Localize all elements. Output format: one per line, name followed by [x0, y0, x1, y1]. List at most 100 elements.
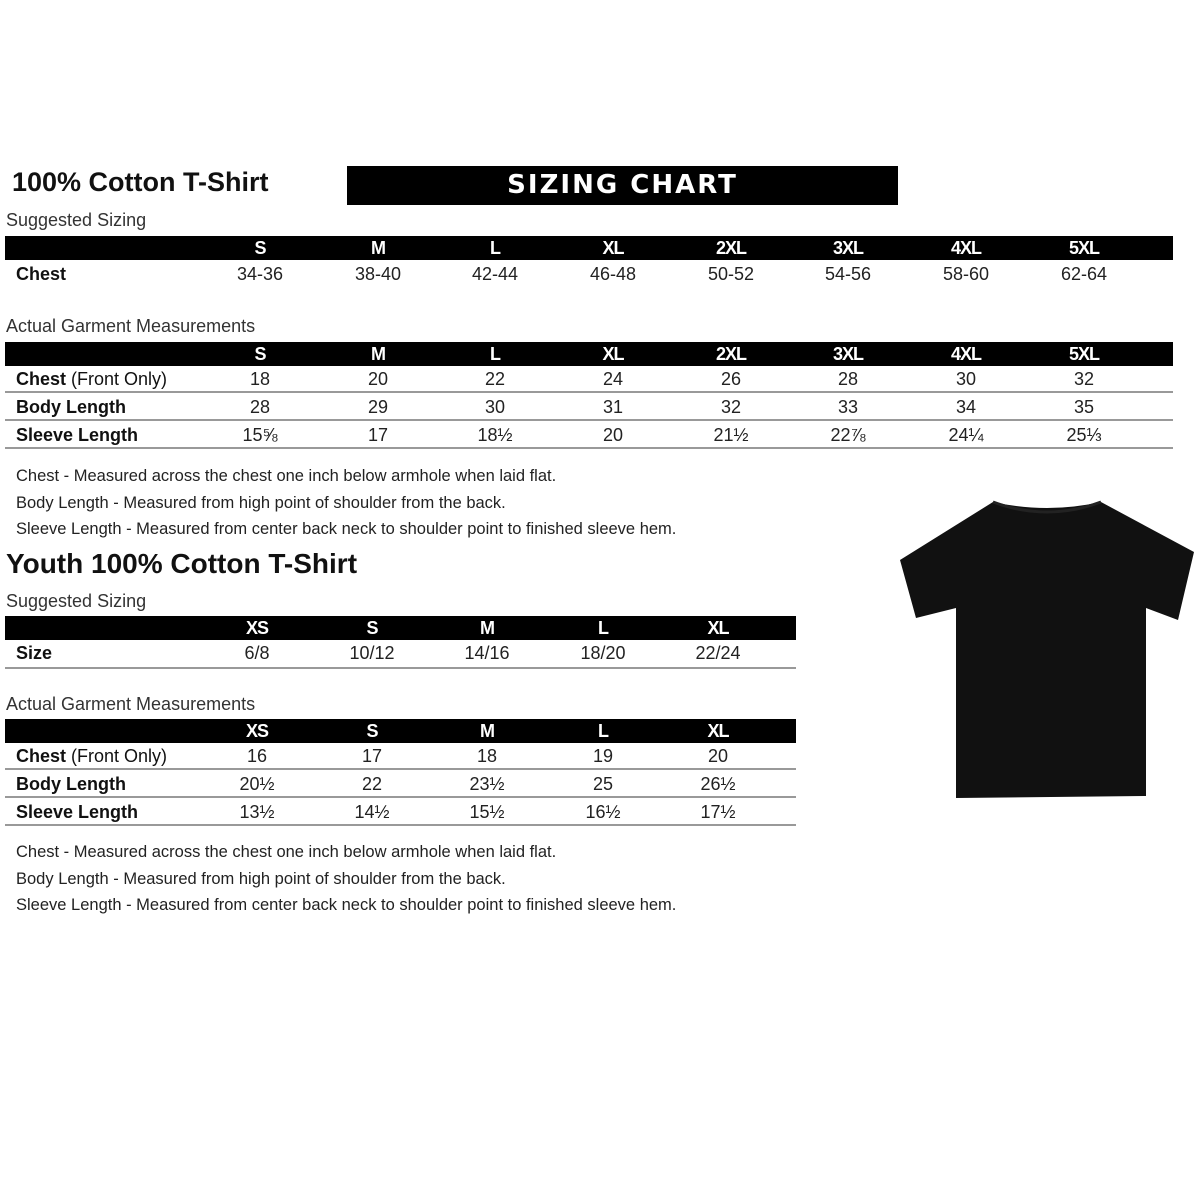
table-cell: 17 [367, 425, 389, 445]
size-header: S [254, 238, 266, 258]
table-cell: 14½ [354, 802, 390, 822]
table-cell: 22 [361, 774, 383, 794]
size-header: S [366, 721, 378, 741]
table-cell: 18½ [477, 425, 513, 445]
table-cell: 10/12 [349, 643, 395, 663]
table-cell: 31 [602, 397, 624, 417]
row-divider [5, 667, 796, 669]
actual-measurements-label: Actual Garment Measurements [6, 316, 256, 336]
measurement-note: Body Length - Measured from high point o… [16, 493, 506, 512]
table-cell: 20 [602, 425, 624, 445]
table-cell: 62-64 [1060, 264, 1108, 284]
table-cell: 15⅝ [242, 425, 278, 445]
table-cell: 22 [484, 369, 506, 389]
sizing-chart-banner: SIZING CHART [347, 166, 898, 205]
table-cell: 17½ [700, 802, 736, 822]
table-cell: 17 [361, 746, 383, 766]
table-cell: 34 [955, 397, 977, 417]
actual-header-bar [5, 719, 796, 743]
row-label: Body Length [16, 774, 126, 795]
table-cell: 6/8 [244, 643, 270, 663]
row-label-text: Sleeve Length [16, 425, 139, 445]
size-header: L [490, 238, 501, 258]
table-cell: 20 [707, 746, 729, 766]
table-cell: 26 [720, 369, 742, 389]
table-cell: 13½ [239, 802, 275, 822]
row-label-note: (Front Only) [71, 369, 168, 389]
actual-measurements-label: Actual Garment Measurements [6, 694, 256, 714]
size-header: 5XL [1068, 344, 1100, 364]
table-cell: 18/20 [580, 643, 626, 663]
measurement-note: Chest - Measured across the chest one in… [16, 467, 557, 485]
table-cell: 50-52 [707, 264, 755, 284]
table-cell: 30 [484, 397, 506, 417]
size-header: XL [602, 344, 624, 364]
table-cell: 21½ [713, 425, 749, 445]
table-cell: 18 [476, 746, 498, 766]
size-header: L [598, 721, 609, 741]
row-divider [5, 768, 796, 770]
row-label: Size [16, 643, 53, 663]
suggested-sizing-label: Suggested Sizing [6, 591, 147, 611]
size-header: 5XL [1068, 238, 1100, 258]
suggested-header-bar [5, 616, 796, 640]
table-cell: 35 [1073, 397, 1095, 417]
size-header: L [490, 344, 501, 364]
table-cell: 19 [592, 746, 614, 766]
size-header: M [371, 344, 386, 364]
row-label-text: Chest [16, 746, 67, 766]
size-header: XL [707, 618, 729, 638]
table-cell: 16½ [585, 802, 621, 822]
table-cell: 26½ [700, 774, 736, 794]
table-cell: 25 [592, 774, 614, 794]
row-label: Sleeve Length [16, 425, 138, 446]
size-header: 3XL [832, 344, 864, 364]
size-header: M [480, 618, 495, 638]
size-header: 3XL [832, 238, 864, 258]
size-header: M [371, 238, 386, 258]
row-label: Chest [16, 264, 67, 284]
size-header: XS [245, 721, 269, 741]
table-cell: 32 [720, 397, 742, 417]
row-label-text: Sleeve Length [16, 802, 139, 822]
actual-header-bar [5, 342, 1173, 366]
table-cell: 15½ [469, 802, 505, 822]
row-divider [5, 796, 796, 798]
size-header: XL [707, 721, 729, 741]
measurement-note: Body Length - Measured from high point o… [16, 869, 506, 888]
suggested-header-bar [5, 236, 1173, 260]
suggested-sizing-label: Suggested Sizing [6, 210, 147, 230]
table-cell: 33 [837, 397, 859, 417]
size-header: 4XL [950, 344, 982, 364]
table-cell: 20 [367, 369, 389, 389]
row-divider [5, 391, 1173, 393]
row-label-note: (Front Only) [71, 746, 168, 766]
table-cell: 24¼ [948, 425, 984, 445]
measurement-note: Sleeve Length - Measured from center bac… [16, 520, 677, 538]
size-header: L [598, 618, 609, 638]
table-cell: 38-40 [354, 264, 402, 284]
row-divider [5, 419, 1173, 421]
table-cell: 32 [1073, 369, 1095, 389]
table-cell: 58-60 [942, 264, 990, 284]
row-label-text: Chest [16, 369, 67, 389]
table-cell: 28 [837, 369, 859, 389]
table-cell: 24 [602, 369, 624, 389]
row-divider [5, 824, 796, 826]
table-cell: 22/24 [695, 643, 741, 663]
table-cell: 22⅞ [830, 425, 866, 445]
size-header: S [366, 618, 378, 638]
row-label: Chest (Front Only) [16, 369, 167, 390]
table-cell: 16 [246, 746, 268, 766]
measurement-note: Chest - Measured across the chest one in… [16, 843, 557, 861]
size-header: S [254, 344, 266, 364]
size-header: 4XL [950, 238, 982, 258]
table-cell: 30 [955, 369, 977, 389]
table-cell: 42-44 [471, 264, 519, 284]
adult-title: 100% Cotton T-Shirt [12, 167, 269, 197]
row-label: Chest (Front Only) [16, 746, 167, 767]
row-divider [5, 447, 1173, 449]
size-header: M [480, 721, 495, 741]
black-tshirt-icon [900, 500, 1194, 798]
table-cell: 54-56 [824, 264, 872, 284]
